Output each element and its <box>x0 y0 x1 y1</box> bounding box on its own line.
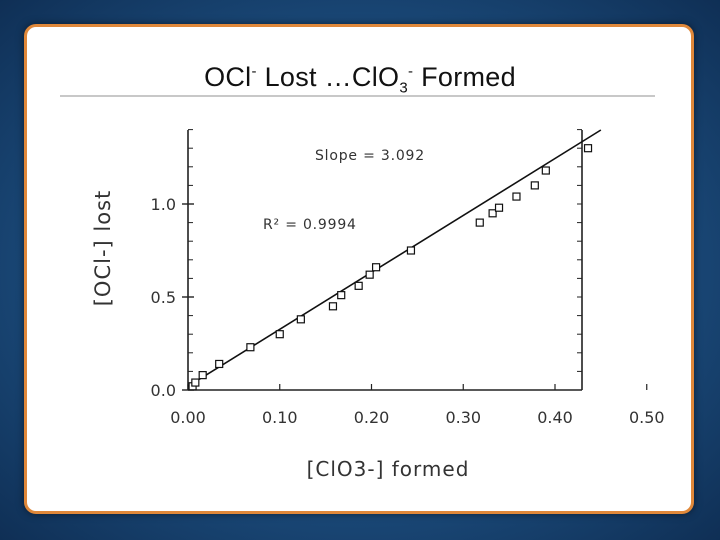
data-point <box>275 330 284 339</box>
data-point <box>328 302 338 311</box>
slope-annotation: Slope = 3.092 <box>315 148 425 164</box>
plot-layer: 0.0 0.5 1.0 0.00 0.10 0.20 0.30 0.40 0.50 [ClO3-]… <box>91 129 665 481</box>
title-divider <box>60 95 655 97</box>
data-point <box>365 270 374 279</box>
x-axis-label: [ClO3-] formed <box>307 457 470 481</box>
x-tick-label: 0.00 <box>170 408 206 427</box>
title-part-mid: Lost …ClO <box>256 62 400 92</box>
title-superscript-1: - <box>251 63 257 80</box>
data-point <box>583 144 593 153</box>
data-point <box>530 181 539 190</box>
slide-title: OCl- Lost …ClO3- Formed <box>0 62 720 96</box>
data-point <box>246 343 255 352</box>
y-tick-label: 0.5 <box>151 288 176 307</box>
data-point <box>198 371 207 380</box>
data-point <box>191 378 200 387</box>
data-point <box>371 263 381 272</box>
y-tick-label: 0.0 <box>151 381 176 400</box>
fit-line <box>187 129 602 387</box>
data-point <box>406 246 416 255</box>
data-point <box>296 315 305 324</box>
y-axis-label: [OCl-] lost <box>91 190 115 307</box>
y-tick-label: 1.0 <box>151 195 176 214</box>
x-tick-label: 0.10 <box>262 408 298 427</box>
r-squared-annotation: R² = 0.9994 <box>263 217 357 233</box>
data-point <box>354 281 363 290</box>
x-tick-label: 0.30 <box>445 408 481 427</box>
data-point <box>215 359 224 369</box>
data-point <box>541 166 550 175</box>
title-part-ocl: OCl <box>204 62 252 92</box>
data-point <box>337 291 346 300</box>
data-point <box>512 192 521 201</box>
title-part-end: Formed <box>413 62 516 92</box>
x-tick-label: 0.20 <box>354 408 390 427</box>
data-point <box>475 218 484 227</box>
title-superscript-2: - <box>407 63 414 80</box>
title-subscript: 3 <box>399 79 408 97</box>
x-tick-label: 0.40 <box>537 408 573 427</box>
data-point <box>494 203 504 212</box>
x-tick-label: 0.50 <box>629 408 665 427</box>
data-point <box>488 209 497 218</box>
